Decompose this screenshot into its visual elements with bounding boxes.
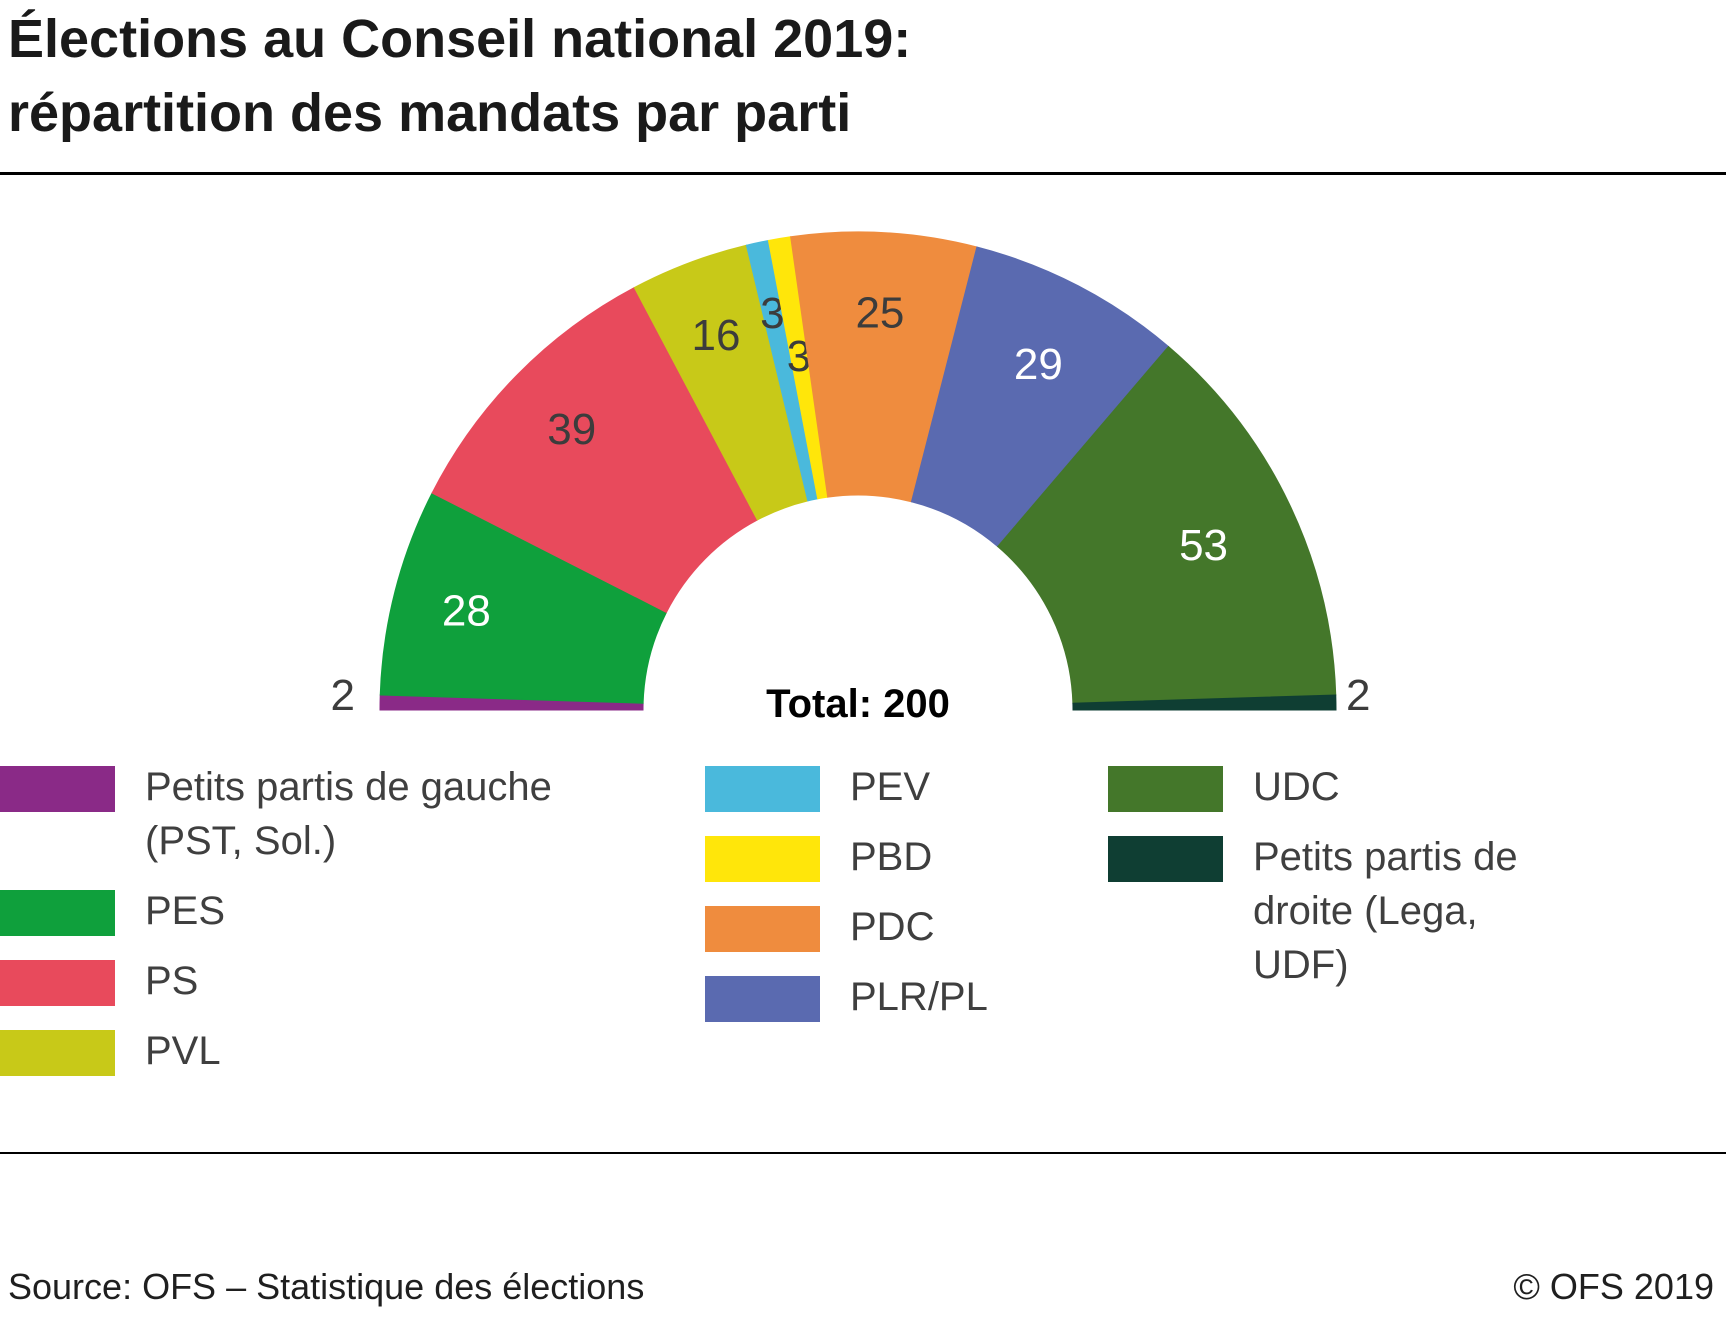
- segment-udc: [996, 345, 1337, 704]
- source-note: Source: OFS – Statistique des élections: [8, 1266, 645, 1307]
- segment-value-label-pdc: 25: [855, 289, 904, 338]
- copyright-note: © OFS 2019: [1513, 1266, 1714, 1307]
- legend-item-pvl: PVL: [0, 1029, 625, 1078]
- legend-swatch-petits-partis-droite: [1108, 836, 1223, 882]
- legend-column-2: PEV PBD PDC PLR/PL: [705, 765, 988, 1046]
- legend-label-petits-partis-gauche: Petits partis de gauche (PST, Sol.): [145, 765, 552, 863]
- segment-petits-partis-droite: [1072, 694, 1337, 711]
- legend-item-ps: PS: [0, 959, 625, 1008]
- segment-value-label-petits-partis-gauche: 2: [331, 671, 355, 720]
- legend-label-udc: UDC: [1253, 765, 1340, 809]
- legend-swatch-pev: [705, 766, 820, 812]
- legend-column-1: Petits partis de gauche (PST, Sol.) PES …: [0, 765, 625, 1100]
- legend-label-ps: PS: [145, 959, 199, 1003]
- legend-label-pvl: PVL: [145, 1029, 221, 1073]
- legend-item-udc: UDC: [1108, 765, 1553, 814]
- legend-column-3: UDC Petits partis de droite (Lega, UDF): [1108, 765, 1553, 1014]
- total-label: Total: 200: [766, 682, 950, 726]
- page-title-line-1: Élections au Conseil national 2019:: [8, 9, 912, 69]
- legend-swatch-pvl: [0, 1030, 115, 1076]
- legend-item-pdc: PDC: [705, 905, 988, 954]
- legend-label-pes: PES: [145, 889, 226, 933]
- segment-value-label-pes: 28: [442, 586, 491, 635]
- legend-label-plr-pl: PLR/PL: [850, 975, 988, 1019]
- segment-value-label-pvl: 16: [692, 311, 741, 360]
- legend-swatch-pes: [0, 890, 115, 936]
- segment-value-label-petits-partis-droite: 2: [1346, 671, 1370, 720]
- footer-divider: [0, 1152, 1726, 1154]
- legend-swatch-pdc: [705, 906, 820, 952]
- page-title-line-2: répartition des mandats par parti: [8, 83, 852, 143]
- legend-swatch-udc: [1108, 766, 1223, 812]
- legend-item-petits-partis-gauche: Petits partis de gauche (PST, Sol.): [0, 765, 625, 868]
- legend-item-pev: PEV: [705, 765, 988, 814]
- legend-swatch-plr-pl: [705, 976, 820, 1022]
- page-title: Élections au Conseil national 2019: répar…: [8, 2, 911, 150]
- legend-item-plr-pl: PLR/PL: [705, 975, 988, 1024]
- legend-swatch-petits-partis-gauche: [0, 766, 115, 812]
- segment-ps: [431, 286, 759, 614]
- legend-swatch-pbd: [705, 836, 820, 882]
- segment-value-label-ps: 39: [547, 405, 596, 454]
- legend-item-pbd: PBD: [705, 835, 988, 884]
- legend-label-pbd: PBD: [850, 835, 933, 879]
- segment-value-label-udc: 53: [1179, 521, 1228, 570]
- legend-swatch-ps: [0, 960, 115, 1006]
- legend-item-pes: PES: [0, 889, 625, 938]
- legend-label-pdc: PDC: [850, 905, 935, 949]
- legend-label-pev: PEV: [850, 765, 931, 809]
- segment-value-label-plr-pl: 29: [1014, 340, 1063, 389]
- legend-item-petits-partis-droite: Petits partis de droite (Lega, UDF): [1108, 835, 1553, 992]
- title-divider: [0, 172, 1726, 175]
- legend-label-petits-partis-droite: Petits partis de droite (Lega, UDF): [1253, 835, 1518, 987]
